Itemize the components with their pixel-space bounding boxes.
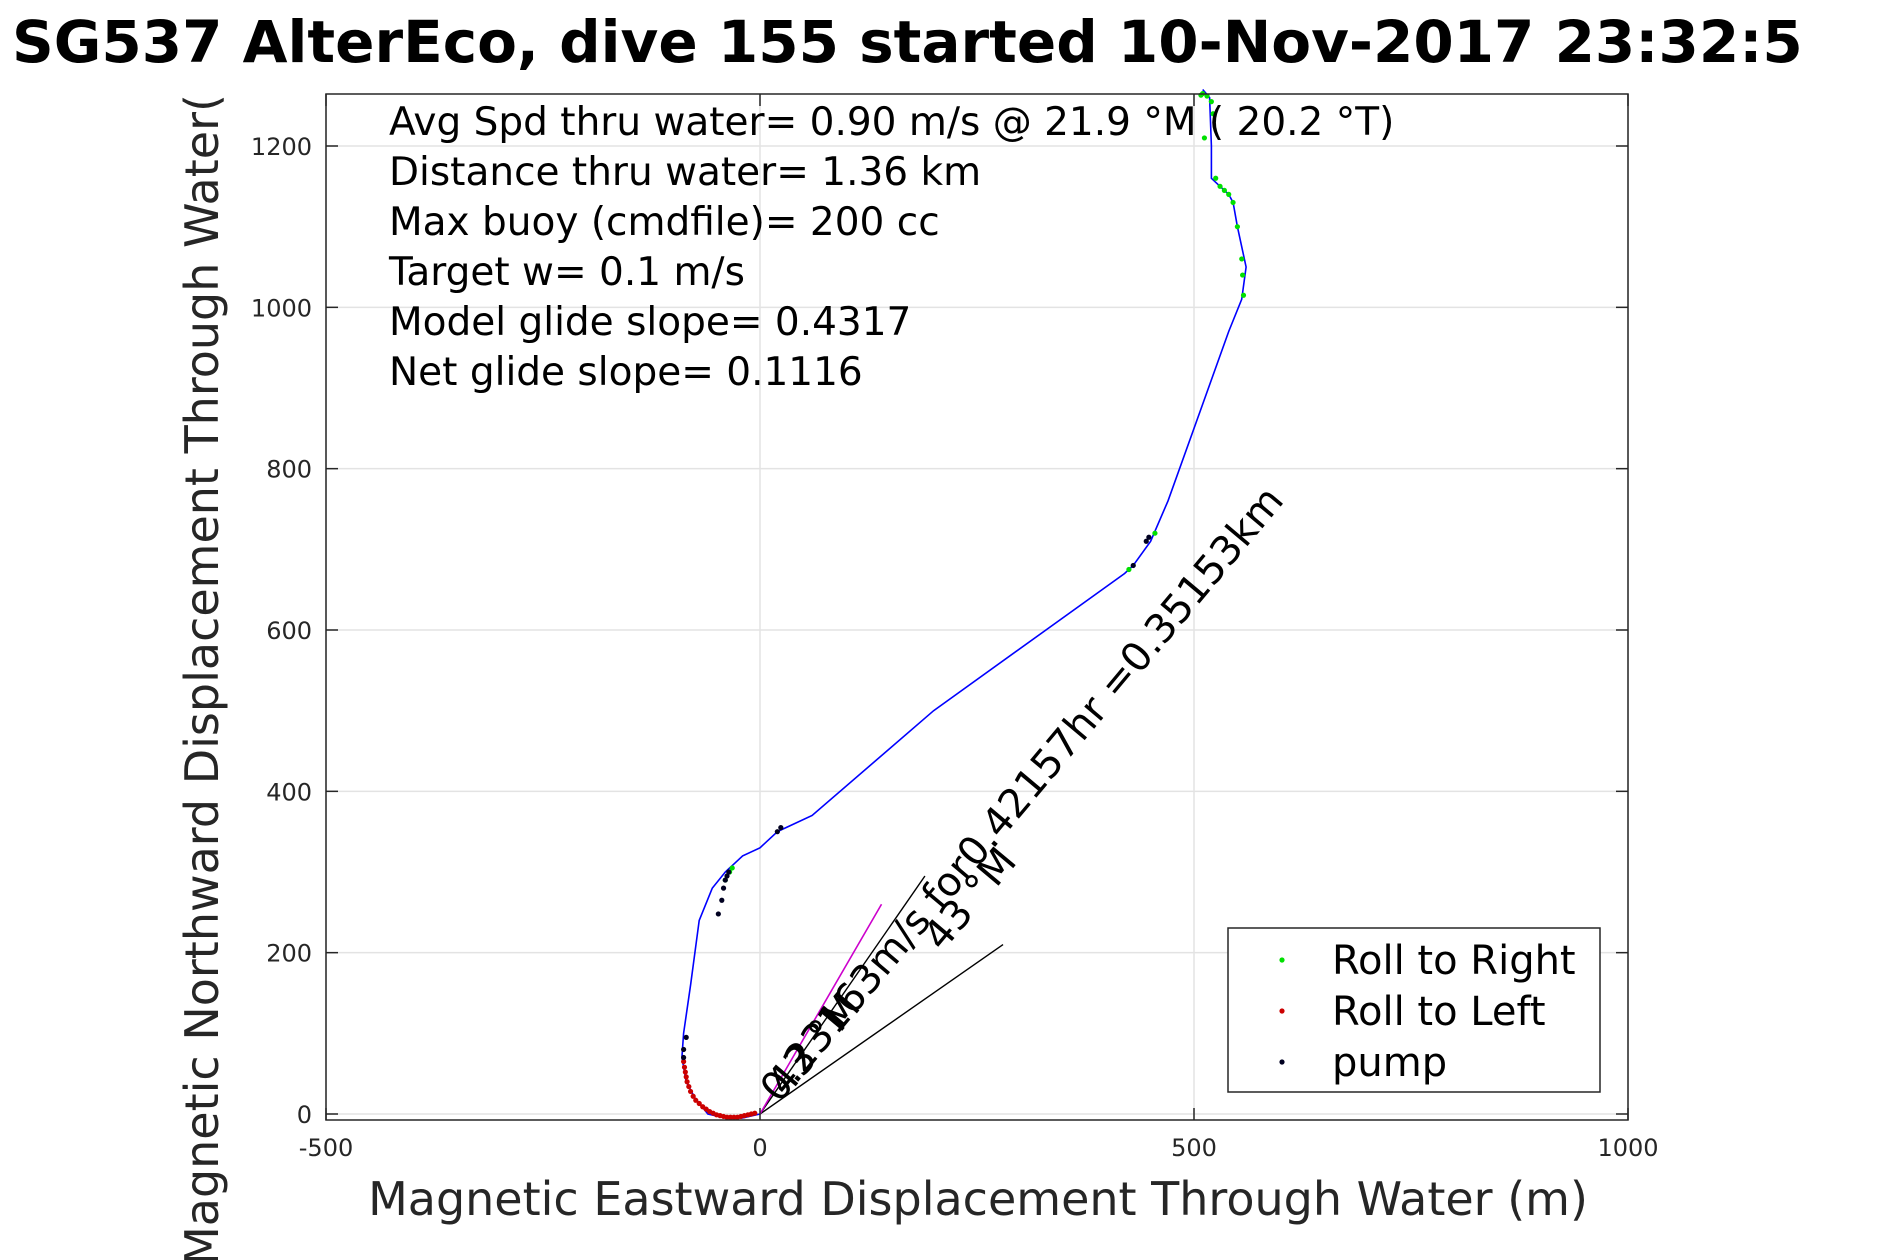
stat-line: Distance thru water= 1.36 km xyxy=(389,150,981,195)
y-tick-label: 800 xyxy=(266,456,312,484)
point-roll-to-right xyxy=(1221,187,1227,193)
stat-line: Target w= 0.1 m/s xyxy=(388,250,745,295)
legend: Roll to Right Roll to Left pump xyxy=(1227,927,1601,1093)
stat-line: Net glide slope= 0.1116 xyxy=(389,350,863,395)
point-pump xyxy=(724,873,730,879)
y-tick-label: 600 xyxy=(266,617,312,645)
x-tick-label: 1000 xyxy=(1597,1134,1658,1162)
point-roll-to-right xyxy=(1217,183,1223,189)
legend-label: pump xyxy=(1332,1040,1447,1086)
point-roll-to-right xyxy=(1201,135,1208,141)
point-roll-to-right xyxy=(729,865,735,871)
x-axis-label: Magnetic Eastward Displacement Through W… xyxy=(368,1172,1588,1226)
dive-stats: Avg Spd thru water= 0.90 m/s @ 21.9 °M (… xyxy=(388,100,1394,395)
x-tick-label: 500 xyxy=(1171,1134,1217,1162)
stat-line: Max buoy (cmdfile)= 200 cc xyxy=(389,200,940,245)
point-roll-to-left xyxy=(690,1093,696,1099)
point-roll-to-left xyxy=(752,1110,758,1116)
legend-box xyxy=(1227,927,1601,1093)
chart-title: SG537 AlterEco, dive 155 started 10-Nov-… xyxy=(12,8,1803,76)
y-tick-label: 0 xyxy=(297,1101,312,1129)
point-pump xyxy=(719,897,725,903)
legend-marker xyxy=(1279,957,1285,963)
point-pump xyxy=(681,1054,687,1061)
point-roll-to-left xyxy=(683,1074,689,1080)
point-roll-to-left xyxy=(693,1097,699,1103)
point-roll-to-right xyxy=(1240,272,1246,278)
point-roll-to-left xyxy=(681,1058,687,1065)
y-tick-label: 1000 xyxy=(251,294,312,322)
point-pump xyxy=(715,911,721,917)
point-roll-to-right xyxy=(1226,191,1232,197)
legend-marker xyxy=(1279,1059,1285,1065)
point-pump xyxy=(681,1046,687,1053)
point-roll-to-left xyxy=(696,1100,702,1107)
point-roll-to-left xyxy=(682,1069,688,1075)
legend-marker xyxy=(1279,1008,1285,1014)
point-roll-to-left xyxy=(684,1079,690,1085)
heading-cone-line xyxy=(759,944,1004,1115)
point-pump xyxy=(722,877,728,883)
point-roll-to-right xyxy=(1239,256,1245,262)
point-roll-to-left xyxy=(687,1088,694,1095)
point-pump xyxy=(1130,562,1136,569)
y-axis-label: Magnetic Northward Displacement Through … xyxy=(175,94,229,1260)
point-roll-to-right xyxy=(1234,224,1240,230)
point-pump xyxy=(774,829,780,835)
y-tick-label: 1200 xyxy=(251,133,312,161)
legend-label: Roll to Right xyxy=(1332,938,1576,984)
point-roll-to-right xyxy=(1126,566,1132,573)
stat-line: Avg Spd thru water= 0.90 m/s @ 21.9 °M (… xyxy=(389,100,1394,145)
point-roll-to-right xyxy=(1213,175,1219,181)
legend-label: Roll to Left xyxy=(1332,989,1546,1035)
x-tick-label: -500 xyxy=(299,1134,353,1162)
point-roll-to-right xyxy=(1208,99,1214,105)
x-tick-label: 0 xyxy=(752,1134,767,1162)
plot-frame xyxy=(325,93,1629,1121)
point-pump xyxy=(1146,534,1152,540)
point-pump xyxy=(720,885,727,891)
grid xyxy=(325,94,1629,1120)
point-roll-to-right xyxy=(1210,111,1216,117)
point-roll-to-left xyxy=(686,1083,692,1090)
series-layer xyxy=(681,88,1247,1120)
y-tick-label: 200 xyxy=(266,940,312,968)
stat-line: Model glide slope= 0.4317 xyxy=(389,300,911,345)
point-roll-to-left xyxy=(681,1064,688,1070)
point-pump xyxy=(683,1034,689,1040)
point-roll-to-right xyxy=(1152,530,1158,536)
point-roll-to-right xyxy=(1230,199,1236,206)
heading-line xyxy=(759,903,883,1115)
point-pump xyxy=(778,825,784,831)
point-pump xyxy=(726,869,732,875)
point-roll-to-right xyxy=(1240,292,1247,298)
heading-cone-line xyxy=(759,875,926,1115)
point-pump xyxy=(1143,538,1149,544)
y-tick-label: 400 xyxy=(266,778,312,806)
axis-ticks: -500 0 500 1000 0 200 400 600 800 1000 1200 xyxy=(251,94,1659,1162)
